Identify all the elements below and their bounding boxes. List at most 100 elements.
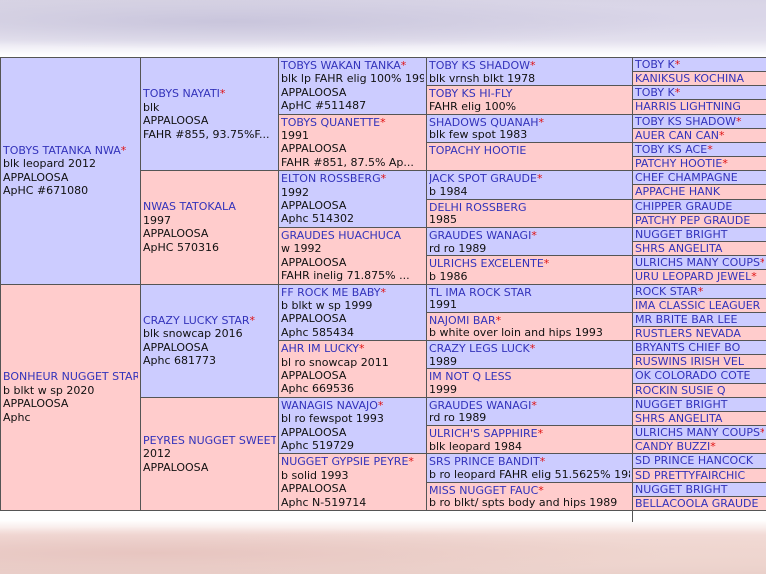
horse-detail: APPALOOSA — [281, 255, 347, 269]
horse-cell: CHIPPER GRAUDE — [632, 198, 766, 214]
horse-detail: APPALOOSA — [281, 199, 347, 213]
horse-name: AUER CAN CAN — [635, 128, 720, 141]
registry-mark: * — [380, 285, 387, 299]
horse-detail: FAHR inelig 71.875% ... — [281, 269, 410, 283]
horse-detail: 1989 — [429, 354, 457, 368]
horse-detail: blk few spot 1983 — [429, 128, 528, 141]
horse-name: BRYANTS CHIEF BO — [635, 341, 741, 354]
registry-mark: * — [400, 59, 407, 72]
name-line: HARRIS LIGHTNING — [635, 100, 764, 112]
horse-cell: CRAZY LUCKY STAR* blk snowcap 2016 APPALOO… — [140, 283, 279, 398]
horse-name: RUSTLERS NEVADA — [635, 326, 741, 340]
name-line: SD PRETTYFAIRCHIC — [635, 469, 764, 481]
registry-mark: * — [538, 115, 545, 129]
horse-cell: SHRS ANGELITA — [632, 241, 766, 257]
horse-detail: Aphc N-519714 — [281, 495, 367, 509]
horse-cell: NUGGET BRIGHT — [632, 396, 766, 412]
horse-cell: BRYANTS CHIEF BO — [632, 340, 766, 356]
horse-name: CRAZY LUCKY STAR — [143, 313, 250, 327]
horse-detail: b 1984 — [429, 184, 468, 198]
horse-cell: GRAUDES WANAGI* rd ro 1989 — [426, 226, 633, 257]
horse-name: NUGGET BRIGHT — [635, 227, 728, 241]
registry-mark: * — [120, 143, 127, 157]
name-line: PEYRES NUGGET SWEETY — [143, 434, 276, 448]
horse-detail: bl ro snowcap 2011 — [281, 355, 389, 369]
horse-detail: APPALOOSA — [281, 142, 347, 156]
horse-detail: b blkt w sp 2020 — [3, 383, 95, 397]
name-line: ULRICHS MANY COUPS* — [635, 256, 764, 268]
name-line: NUGGET GYPSIE PEYRE* — [281, 455, 424, 468]
horse-cell: SD PRINCE HANCOCK — [632, 453, 766, 469]
horse-name: WANAGIS NAVAJO — [281, 398, 378, 412]
horse-name: TOBYS TATANKA NWA — [3, 143, 121, 157]
horse-detail: 1991 — [281, 129, 309, 143]
registry-mark: * — [219, 87, 226, 101]
horse-cell: TOBY KS SHADOW* blk vrnsh blkt 1978 — [426, 57, 633, 87]
horse-cell: TOBY KS ACE* — [632, 141, 766, 158]
horse-name: SHRS ANGELITA — [635, 411, 723, 425]
registry-mark: * — [359, 342, 365, 356]
horse-cell: APPACHE HANK — [632, 184, 766, 200]
name-line: TOBYS NAYATI* — [143, 87, 276, 101]
name-line: ROCK STAR* — [635, 285, 764, 297]
registry-mark: * — [249, 313, 256, 327]
horse-cell: ULRICHS EXCELENTE* b 1986 — [426, 255, 633, 285]
horse-name: PATCHY HOOTIE — [635, 157, 723, 170]
horse-detail: ApHC #671080 — [3, 184, 89, 198]
name-line: CRAZY LUCKY STAR* — [143, 314, 276, 328]
horse-cell: AHR IM LUCKY* bl ro snowcap 2011 APPALOOSA… — [278, 340, 427, 398]
registry-mark: * — [380, 115, 386, 129]
blurred-footer — [0, 522, 766, 574]
horse-cell: CANDY BUZZI* — [632, 439, 766, 455]
horse-detail: FAHR #851, 87.5% Ap... — [281, 155, 414, 169]
horse-cell: SHRS ANGELITA — [632, 410, 766, 427]
horse-cell: JACK SPOT GRAUDE* b 1984 — [426, 170, 633, 200]
horse-name: SD PRINCE HANCOCK — [635, 454, 754, 467]
horse-name: MISS NUGGET FAUC — [429, 483, 539, 497]
name-line: ELTON ROSSBERG* — [281, 172, 424, 185]
name-line: AHR IM LUCKY* — [281, 342, 424, 355]
horse-cell: NAJOMI BAR* b white over loin and hips 19… — [426, 311, 633, 342]
name-line: RUSWINS IRISH VEL — [635, 355, 764, 367]
horse-name: GRAUDES HUACHUCA — [281, 228, 402, 242]
horse-cell: TOBYS NAYATI* blk APPALOOSA FAHR #855, 93.7… — [140, 57, 279, 172]
horse-cell: NUGGET BRIGHT — [632, 481, 766, 497]
column-rule — [632, 510, 633, 522]
name-line: CHEF CHAMPAGNE — [635, 171, 764, 183]
horse-name: MR BRITE BAR LEE — [635, 312, 738, 325]
horse-detail: blk leopard 2012 — [3, 157, 96, 171]
horse-cell: TOBY K* — [632, 57, 766, 73]
registry-mark: * — [531, 228, 537, 242]
horse-cell: RUSTLERS NEVADA — [632, 325, 766, 342]
horse-detail: APPALOOSA — [3, 170, 69, 184]
name-line: TOBY KS ACE* — [635, 143, 764, 155]
registry-mark: * — [536, 172, 543, 185]
horse-name: RUSWINS IRISH VEL — [635, 355, 744, 368]
horse-detail: blk leopard 1984 — [429, 439, 522, 453]
name-line: URU LEOPARD JEWEL* — [635, 270, 764, 282]
horse-cell: PEYRES NUGGET SWEETY 2012 APPALOOSA — [140, 396, 279, 511]
horse-cell: ROCK STAR* — [632, 283, 766, 299]
horse-cell: ULRICHS MANY COUPS* — [632, 425, 766, 441]
horse-name: APPACHE HANK — [635, 185, 721, 198]
horse-detail: b ro blkt/ spts body and hips 1989 — [429, 496, 618, 509]
horse-name: TOPACHY HOOTIE — [429, 143, 527, 157]
name-line: IMA CLASSIC LEAGUER — [635, 299, 764, 311]
name-line: TOPACHY HOOTIE — [429, 144, 630, 158]
name-line: AUER CAN CAN* — [635, 129, 764, 141]
horse-name: TOBYS NAYATI — [143, 87, 220, 101]
horse-name: BONHEUR NUGGET STAR — [3, 370, 138, 384]
horse-cell: CHEF CHAMPAGNE — [632, 170, 766, 186]
horse-detail: b blkt w sp 1999 — [281, 298, 373, 312]
name-line: SRS PRINCE BANDIT* — [429, 455, 630, 468]
horse-cell: WANAGIS NAVAJO* bl ro fewspot 1993 APPALOO… — [278, 396, 427, 455]
horse-cell: URU LEOPARD JEWEL* — [632, 269, 766, 285]
horse-cell: ROCKIN SUSIE Q — [632, 382, 766, 398]
horse-cell: CRAZY LEGS LUCK* 1989 — [426, 340, 633, 370]
horse-detail: Aphc 514302 — [281, 212, 355, 226]
horse-detail: 1997 — [143, 213, 171, 227]
horse-detail: b ro leopard FAHR elig 51.5625% 1989 — [429, 468, 630, 481]
horse-name: SD PRETTYFAIRCHIC — [635, 468, 746, 481]
name-line: BRYANTS CHIEF BO — [635, 341, 764, 353]
